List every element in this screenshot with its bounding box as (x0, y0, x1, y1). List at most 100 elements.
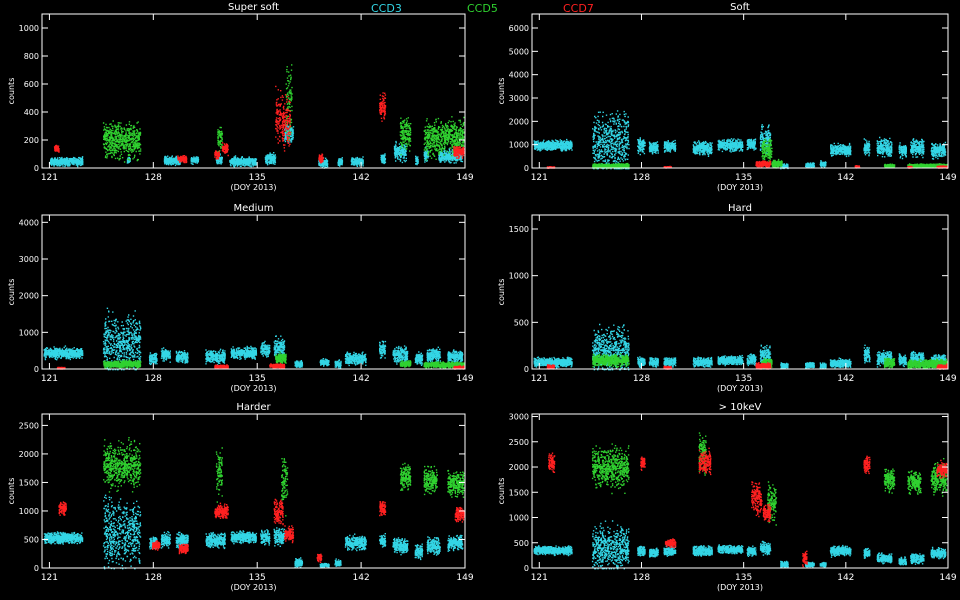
series-points (592, 138, 948, 170)
series-points (103, 437, 465, 517)
y-tick-label: 1000 (509, 514, 529, 523)
x-tick-label: 135 (735, 374, 752, 384)
x-tick-label: 149 (456, 173, 473, 183)
x-axis-label: (DOY 2013) (717, 583, 763, 592)
x-tick-label: 149 (939, 374, 956, 384)
series-ccd7 (58, 498, 465, 563)
y-tick-label: 1000 (509, 272, 529, 281)
series-points (58, 498, 465, 563)
x-tick-label: 149 (456, 374, 473, 384)
x-tick-label: 142 (837, 173, 854, 183)
panel-1: 121 128 135 142 149 0 1000 2000 3000 4000 5000 6000… (497, 2, 957, 192)
y-tick-label: 2000 (19, 292, 39, 301)
plot-frame (531, 214, 949, 370)
y-tick-label: 5000 (509, 47, 529, 56)
series-ccd3 (49, 124, 464, 169)
y-tick-label: 0 (34, 164, 39, 173)
y-tick-label: 1500 (509, 488, 529, 497)
panel-title: Hard (728, 203, 752, 214)
series-points (533, 323, 947, 371)
x-tick-label: 128 (145, 173, 162, 183)
series-ccd3 (533, 520, 947, 570)
panel-title: Harder (236, 402, 271, 413)
panel-title: Super soft (228, 2, 279, 13)
series-ccd5 (592, 353, 948, 370)
y-tick-label: 0 (34, 365, 39, 374)
panel-3: 121 128 135 142 149 0 500 1000 1500 Hard (DOY 2013… (497, 203, 957, 393)
y-axis-label: counts (497, 279, 506, 306)
y-tick-label: 200 (24, 136, 39, 145)
y-tick-label: 3000 (509, 413, 529, 422)
y-axis-label: counts (7, 279, 16, 306)
panel-title: > 10keV (719, 402, 762, 413)
y-tick-label: 0 (34, 564, 39, 573)
panel-title: Soft (730, 2, 750, 13)
series-ccd3 (533, 110, 947, 170)
y-tick-label: 2000 (19, 450, 39, 459)
x-tick-label: 142 (353, 173, 370, 183)
series-ccd5 (592, 138, 948, 170)
plot-frame (531, 13, 949, 169)
legend-ccd7: CCD7 (563, 2, 594, 15)
x-tick-label: 149 (939, 173, 956, 183)
series-ccd5 (102, 351, 465, 370)
x-tick-label: 121 (41, 173, 58, 183)
series-ccd3 (43, 494, 464, 570)
x-tick-label: 135 (249, 173, 266, 183)
x-tick-label: 128 (633, 374, 650, 384)
series-points (533, 520, 947, 570)
y-tick-label: 6000 (509, 24, 529, 33)
x-tick-label: 121 (531, 374, 548, 384)
x-axis-label: (DOY 2013) (230, 183, 276, 192)
panel-2: 121 128 135 142 149 0 1000 2000 3000 4000 Medium (D… (7, 203, 474, 393)
y-tick-label: 800 (24, 52, 39, 61)
series-points (43, 307, 464, 371)
x-axis-label: (DOY 2013) (230, 583, 276, 592)
y-tick-label: 1500 (509, 225, 529, 234)
series-ccd5 (103, 437, 465, 517)
y-tick-label: 0 (524, 564, 529, 573)
plot-frame (41, 13, 466, 169)
y-tick-label: 0 (524, 164, 529, 173)
legend-ccd3: CCD3 (371, 2, 402, 15)
x-tick-label: 121 (531, 173, 548, 183)
series-points (43, 494, 464, 570)
x-tick-label: 121 (41, 573, 58, 583)
x-tick-label: 128 (633, 573, 650, 583)
x-tick-label: 135 (735, 573, 752, 583)
plot-frame (41, 413, 466, 569)
y-tick-label: 4000 (509, 71, 529, 80)
x-tick-label: 142 (353, 374, 370, 384)
y-tick-label: 3000 (19, 255, 39, 264)
x-tick-label: 128 (145, 374, 162, 384)
x-tick-label: 121 (41, 374, 58, 384)
y-tick-label: 1000 (19, 507, 39, 516)
series-ccd3 (43, 307, 464, 371)
series-ccd3 (533, 323, 947, 371)
y-tick-label: 1000 (509, 141, 529, 150)
x-axis-label: (DOY 2013) (717, 384, 763, 393)
x-tick-label: 128 (145, 573, 162, 583)
legend-ccd5: CCD5 (467, 2, 498, 15)
x-tick-label: 135 (249, 573, 266, 583)
y-tick-label: 2500 (19, 421, 39, 430)
plot-frame (41, 214, 466, 370)
series-points (102, 351, 465, 370)
y-axis-label: counts (7, 78, 16, 105)
y-tick-label: 600 (24, 80, 39, 89)
y-tick-label: 1000 (19, 24, 39, 33)
panel-0: 121 128 135 142 149 0 200 400 600 800 1000 Super so… (7, 2, 474, 192)
x-axis-label: (DOY 2013) (230, 384, 276, 393)
x-tick-label: 142 (353, 573, 370, 583)
y-tick-label: 500 (24, 535, 39, 544)
y-tick-label: 4000 (19, 218, 39, 227)
y-tick-label: 500 (514, 539, 529, 548)
y-tick-label: 1000 (19, 328, 39, 337)
plot-frame (531, 413, 949, 569)
y-tick-label: 2000 (509, 117, 529, 126)
y-axis-label: counts (497, 478, 506, 505)
x-tick-label: 149 (456, 573, 473, 583)
y-tick-label: 500 (514, 318, 529, 327)
series-points (592, 353, 948, 370)
